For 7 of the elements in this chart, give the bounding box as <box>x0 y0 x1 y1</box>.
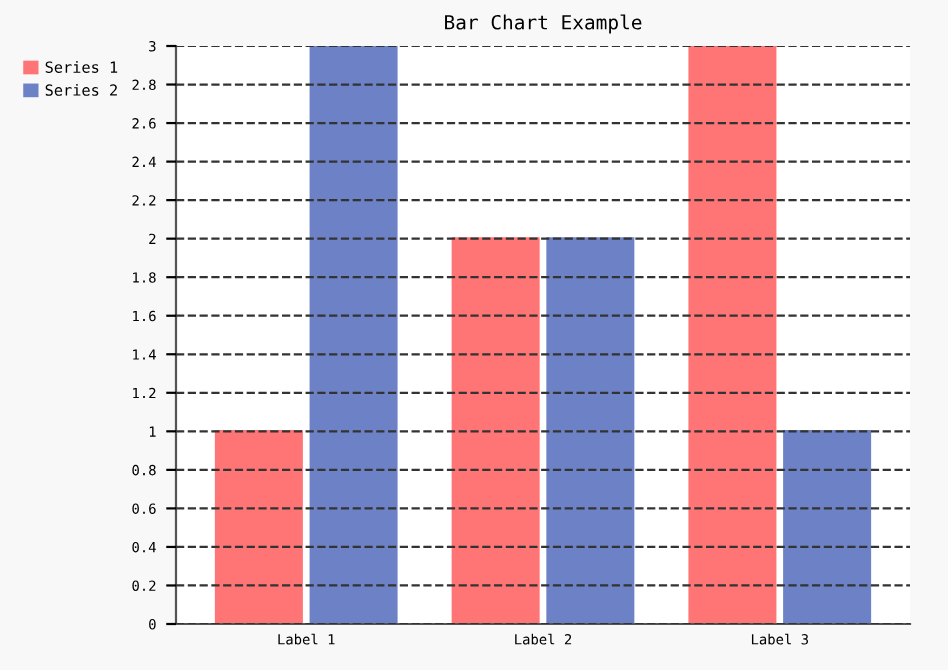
chart-title: Bar Chart Example <box>445 14 642 34</box>
bar <box>214 429 303 624</box>
bar <box>688 46 777 624</box>
bar <box>309 46 398 624</box>
bar <box>783 429 872 624</box>
bar <box>451 237 540 624</box>
bar <box>546 237 635 624</box>
